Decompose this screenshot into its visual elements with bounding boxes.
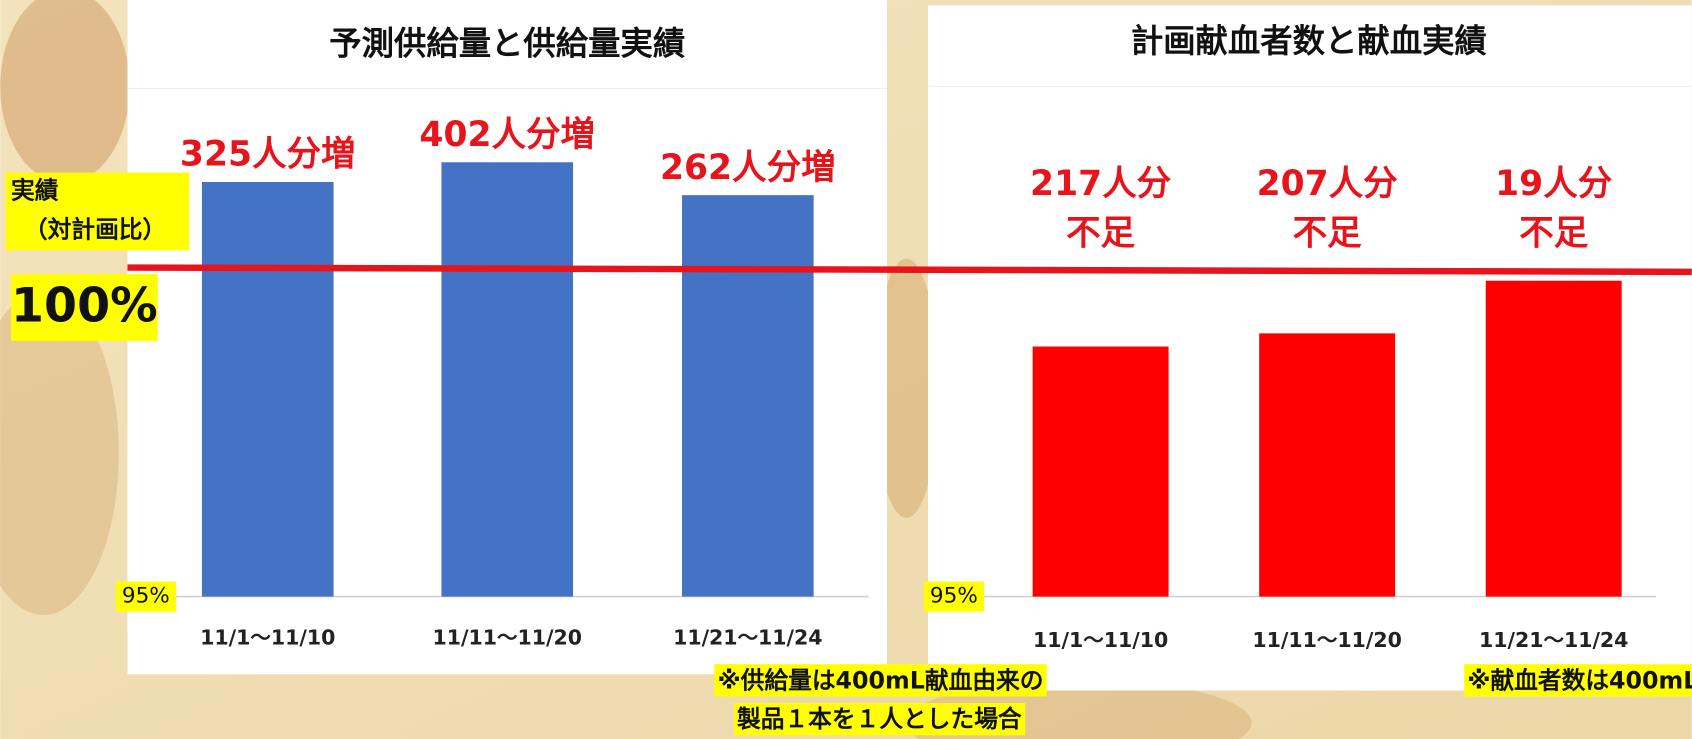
annotation: 不足 — [1293, 214, 1363, 254]
bar — [1259, 333, 1395, 596]
x-tick-label: 11/11～11/20 — [1252, 628, 1401, 652]
y-tick-label: 95% — [122, 584, 170, 609]
annotation: 262人分増 — [660, 148, 836, 188]
reference-line — [127, 268, 1691, 272]
footnote: 製品１本を１人とした場合 — [737, 705, 1022, 733]
annotation: 217人分 — [1030, 164, 1172, 204]
footnote: ※供給量は400mL献血由来の — [718, 666, 1044, 694]
chart-title: 計画献血者数と献血実績 — [1131, 22, 1487, 60]
y-tick-label: 100% — [11, 279, 158, 334]
bar — [441, 162, 573, 596]
x-tick-label: 11/1～11/10 — [1033, 628, 1168, 652]
page: {"chart_data": [ {"type": "bar", "title"… — [0, 0, 1692, 739]
annotation: 不足 — [1519, 214, 1589, 254]
bar — [202, 182, 334, 597]
x-tick-label: 11/1～11/10 — [200, 626, 335, 650]
footnote: ※献血者数は400mL献血の場合 — [1467, 666, 1692, 694]
bar — [1486, 281, 1622, 597]
y-tick-label: 95% — [930, 584, 978, 609]
x-tick-label: 11/21～11/24 — [673, 626, 822, 650]
y-axis-label: 実績 — [11, 177, 59, 205]
y-axis-label: （対計画比） — [24, 215, 166, 243]
chart: 予測供給量と供給量実績 11/1～11/10 11/11～11/20 11/21～11… — [0, 0, 1692, 739]
annotation: 19人分 — [1495, 164, 1613, 204]
annotation: 402人分増 — [419, 115, 595, 155]
annotation: 325人分増 — [180, 135, 356, 175]
annotation: 不足 — [1066, 214, 1136, 254]
x-tick-label: 11/21～11/24 — [1479, 628, 1628, 652]
annotation: 207人分 — [1257, 164, 1399, 204]
bar — [682, 195, 814, 596]
bar — [1033, 347, 1169, 597]
x-tick-label: 11/11～11/20 — [433, 626, 582, 650]
chart-title: 予測供給量と供給量実績 — [329, 24, 685, 62]
